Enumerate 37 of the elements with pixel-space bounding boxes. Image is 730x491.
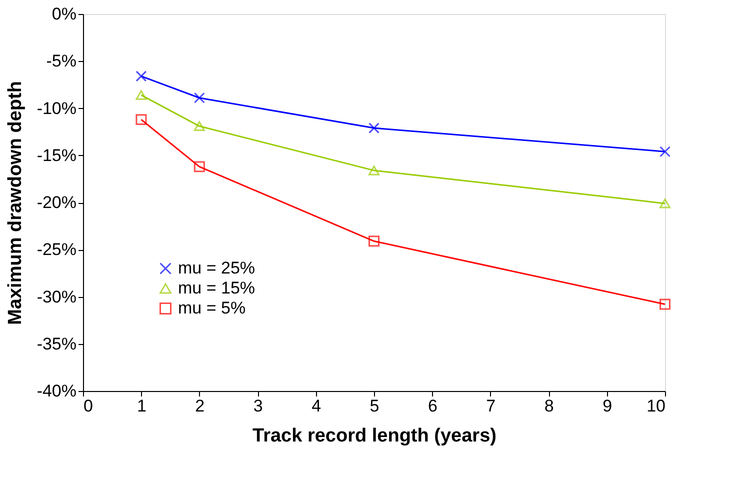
y-tick-label: -25% — [36, 240, 76, 260]
point — [194, 161, 205, 172]
point — [368, 166, 380, 176]
x-tick-label: 4 — [312, 396, 322, 416]
point — [136, 70, 147, 82]
y-axis-title: Maximum drawdown depth — [4, 81, 26, 325]
x-tick-label: 7 — [486, 396, 496, 416]
y-tick-label: -15% — [36, 146, 76, 165]
point — [194, 121, 205, 132]
y-tick-label: -35% — [36, 334, 76, 354]
x-tick-label: 10 — [646, 396, 666, 416]
legend-label: mu = 5% — [178, 298, 246, 318]
legend-label: mu = 25% — [178, 258, 256, 278]
x-tick-label: 1 — [136, 396, 146, 416]
point — [136, 114, 147, 126]
x-tick-label: 8 — [544, 396, 554, 416]
x-axis-title: Track record length (years) — [252, 426, 496, 446]
point — [136, 90, 147, 100]
point — [660, 298, 670, 310]
y-tick-label: -20% — [36, 193, 76, 212]
x-tick-label: 0 — [84, 396, 93, 416]
point — [368, 236, 380, 247]
y-tick-label: 0% — [52, 4, 76, 24]
x-tick-label: 6 — [428, 396, 438, 416]
y-tick-label: -30% — [36, 287, 76, 306]
point — [660, 146, 670, 158]
y-tick-label: -5% — [46, 52, 76, 71]
x-tick-label: 2 — [195, 396, 205, 416]
point — [368, 122, 380, 134]
y-tick-label: -40% — [36, 382, 76, 400]
legend-label: mu = 15% — [178, 278, 256, 298]
x-tick-label: 3 — [253, 396, 263, 416]
x-tick-label: 9 — [602, 396, 612, 416]
x-tick-label: 5 — [370, 396, 380, 416]
point — [660, 198, 670, 208]
y-tick-label: -10% — [36, 98, 76, 118]
point — [194, 92, 205, 104]
